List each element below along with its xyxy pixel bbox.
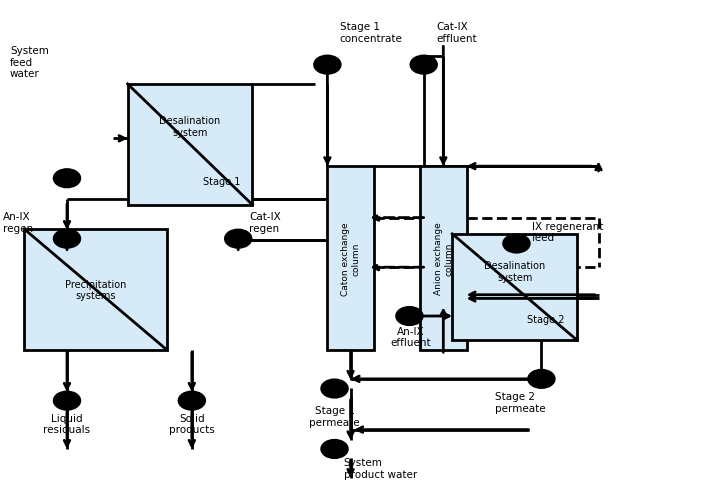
Text: 8: 8 xyxy=(235,234,242,244)
Text: Solid
products: Solid products xyxy=(169,413,215,434)
Circle shape xyxy=(321,440,347,458)
Text: 6: 6 xyxy=(538,374,545,384)
Circle shape xyxy=(179,392,205,409)
Bar xyxy=(452,234,577,341)
Text: Stage 2
permeate: Stage 2 permeate xyxy=(495,391,546,413)
Bar xyxy=(327,167,374,350)
Bar xyxy=(420,167,467,350)
Text: 11: 11 xyxy=(186,396,198,406)
Text: 7: 7 xyxy=(513,239,520,249)
Text: 2: 2 xyxy=(331,384,338,394)
Circle shape xyxy=(225,230,251,248)
Text: Stage 1
permeate: Stage 1 permeate xyxy=(309,406,360,427)
Circle shape xyxy=(54,170,80,187)
Circle shape xyxy=(321,380,347,397)
Text: Caton exchange
column: Caton exchange column xyxy=(341,222,360,295)
Text: System
product water: System product water xyxy=(344,457,417,479)
Text: 4: 4 xyxy=(421,61,427,70)
Text: Precipitation
systems: Precipitation systems xyxy=(65,279,127,301)
Text: System
feed
water: System feed water xyxy=(10,46,49,80)
Text: Cat-IX
effluent: Cat-IX effluent xyxy=(436,22,477,43)
Text: An-IX
effluent: An-IX effluent xyxy=(390,326,431,347)
Text: 12: 12 xyxy=(329,445,340,453)
Text: Desalination
system: Desalination system xyxy=(484,261,545,282)
Text: Stage 2: Stage 2 xyxy=(527,314,564,324)
Text: Liquid
residuals: Liquid residuals xyxy=(43,413,91,434)
Text: Stage 1
concentrate: Stage 1 concentrate xyxy=(339,22,403,43)
Text: 3: 3 xyxy=(324,61,331,70)
Text: 1: 1 xyxy=(63,174,70,184)
Circle shape xyxy=(314,57,340,74)
Text: Anion exchange
column: Anion exchange column xyxy=(434,222,453,295)
Text: An-IX
regen: An-IX regen xyxy=(3,211,33,233)
Text: 5: 5 xyxy=(406,311,413,322)
Circle shape xyxy=(503,235,529,253)
Circle shape xyxy=(528,370,554,388)
Bar xyxy=(128,85,252,205)
Text: IX regenerant
feed: IX regenerant feed xyxy=(532,221,603,243)
Circle shape xyxy=(54,230,80,248)
Text: Stage 1: Stage 1 xyxy=(203,176,240,186)
Circle shape xyxy=(54,392,80,409)
Text: Cat-IX
regen: Cat-IX regen xyxy=(249,211,280,233)
Text: 9: 9 xyxy=(63,234,70,244)
Text: 10: 10 xyxy=(61,396,73,406)
Bar xyxy=(24,229,167,350)
Text: Desalination
system: Desalination system xyxy=(160,116,221,138)
Circle shape xyxy=(411,57,436,74)
Circle shape xyxy=(397,308,422,325)
